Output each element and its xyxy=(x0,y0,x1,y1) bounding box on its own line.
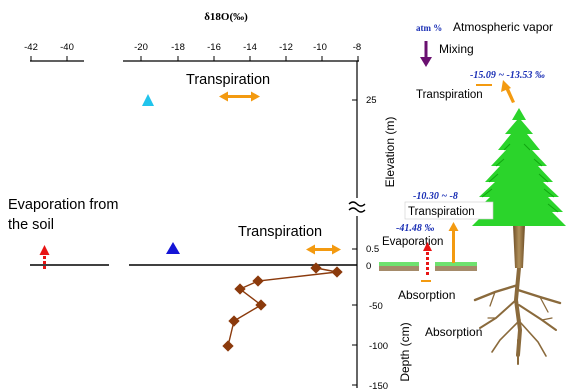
depth-tick-label: 0 xyxy=(366,261,371,272)
grass-strip xyxy=(379,262,477,271)
tree-trunk xyxy=(513,225,525,268)
transpiration-label-mid: Transpiration xyxy=(238,224,322,240)
soil-point xyxy=(234,283,246,295)
canopy-vapor-marker xyxy=(142,94,154,106)
soil-point xyxy=(331,266,343,278)
depth-tick-label: -150 xyxy=(369,381,388,390)
atm-label-prefix: atm % xyxy=(416,23,442,33)
tree-crown xyxy=(472,108,566,226)
axis-break-icon xyxy=(348,201,366,213)
crown-flow-arrow-icon xyxy=(501,80,515,103)
lower-range-label: -10.30 ~ -8 xyxy=(413,191,458,202)
soil-point xyxy=(310,262,322,274)
x-tick-label: -20 xyxy=(134,42,148,53)
tree-illustration xyxy=(472,108,566,365)
near-ground-vapor-marker xyxy=(166,242,180,254)
soil-evap-value-label: -41.48 ‰ xyxy=(396,223,434,234)
evaporation-label: Evaporation xyxy=(382,236,443,248)
lower-transpiration-box xyxy=(404,201,494,220)
evaporation-soil-label: the soil xyxy=(8,217,54,233)
soil-profile-points xyxy=(222,262,343,352)
top-axis-ticks xyxy=(30,56,359,61)
plant-uptake-arrow-icon xyxy=(448,222,459,263)
x-tick-label: -40 xyxy=(60,42,74,53)
x-tick-label: -8 xyxy=(353,42,361,53)
mixing-arrow-icon xyxy=(420,41,432,67)
double-arrow-icon xyxy=(219,91,260,102)
tree-roots xyxy=(473,266,562,365)
x-tick-label: -10 xyxy=(313,42,327,53)
depth-tick-label: -50 xyxy=(369,301,383,312)
absorption-label-2: Absorption xyxy=(425,325,482,339)
soil-point xyxy=(252,275,264,287)
x-tick-label: -16 xyxy=(207,42,221,53)
x-tick-label: -12 xyxy=(279,42,293,53)
x-tick-label: -18 xyxy=(171,42,185,53)
x-tick-label: -14 xyxy=(243,42,257,53)
elevation-tick-label: 25 xyxy=(366,95,377,106)
depth-axis-label: Depth (cm) xyxy=(398,322,412,381)
crown-transpiration-label: Transpiration xyxy=(416,89,483,101)
soil-point xyxy=(228,315,240,327)
vertical-axis-ticks xyxy=(352,99,357,386)
soil-profile-line xyxy=(227,267,338,347)
soil-marker-tick xyxy=(421,280,431,282)
break-tick-label: 0.5 xyxy=(366,244,379,255)
x-tick-label: -42 xyxy=(24,42,38,53)
up-arrow-icon xyxy=(39,245,50,269)
x-axis-title: δ18O(‰) xyxy=(204,11,248,23)
crown-range-label: -15.09 ~ -13.53 ‰ xyxy=(470,70,545,81)
soil-point xyxy=(222,340,234,352)
depth-tick-label: -100 xyxy=(369,341,388,352)
soil-evap-arrow-icon xyxy=(423,242,432,275)
mixing-label: Mixing xyxy=(439,42,474,56)
crown-flow-tick xyxy=(476,84,492,86)
transpiration-label-top: Transpiration xyxy=(186,72,270,88)
soil-point xyxy=(255,299,267,311)
evaporation-box xyxy=(381,233,453,249)
elevation-axis-label: Elevation (m) xyxy=(383,117,397,188)
double-arrow-icon xyxy=(306,244,341,255)
atmospheric-vapor-label: Atmospheric vapor xyxy=(453,20,553,34)
lower-transpiration-label: Transpiration xyxy=(408,206,475,218)
absorption-label-1: Absorption xyxy=(398,288,455,302)
evaporation-soil-label: Evaporation from xyxy=(8,197,118,213)
